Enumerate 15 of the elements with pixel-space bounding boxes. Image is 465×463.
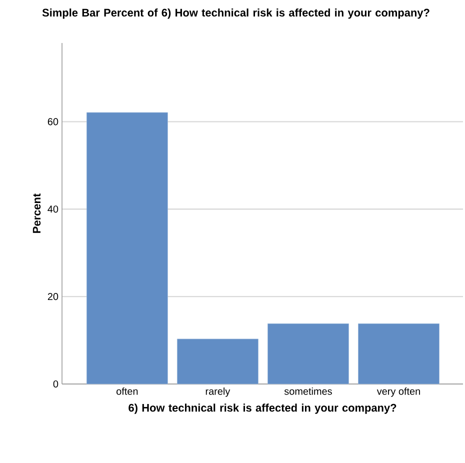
y-tick-label: 20 <box>48 293 58 300</box>
y-tick-label: 40 <box>48 206 58 213</box>
bar <box>86 112 168 384</box>
x-axis-title: 6) How technical risk is affected in your company? <box>128 404 396 414</box>
bar <box>268 323 349 384</box>
x-tick-label: very often <box>376 387 420 397</box>
chart-title: Simple Bar Percent of 6) How technical risk is affected in your company? <box>42 8 430 19</box>
x-tick-label: rarely <box>206 388 230 397</box>
y-tick-label: 0 <box>53 380 58 388</box>
y-axis-title: Percent <box>32 194 41 233</box>
y-tick-label: 60 <box>48 118 58 126</box>
x-tick-label: sometimes <box>284 388 332 395</box>
bar <box>358 323 440 384</box>
x-tick-label: often <box>116 387 138 395</box>
bar <box>177 338 258 384</box>
